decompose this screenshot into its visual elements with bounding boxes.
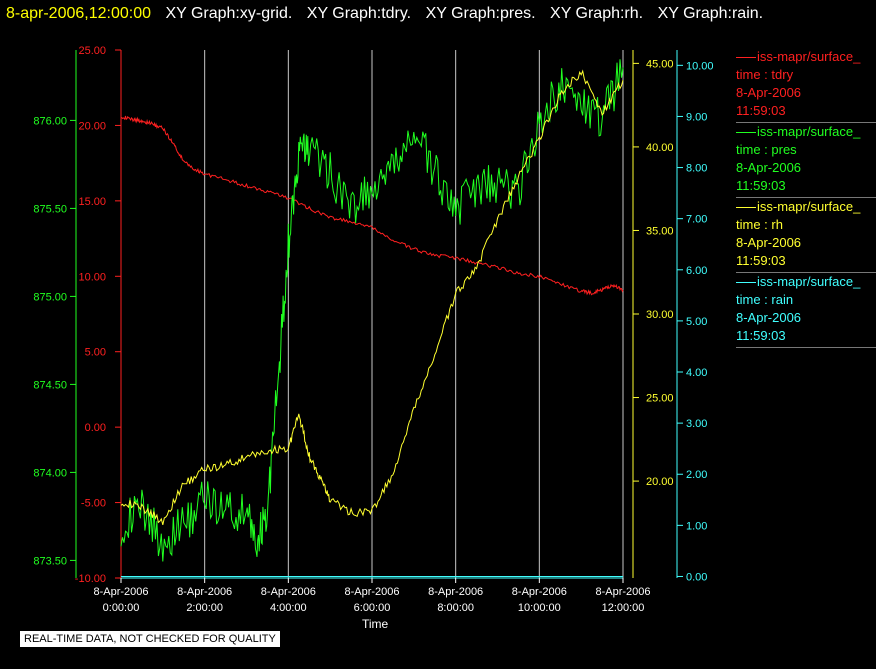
rain-tick-label: 6.00 — [686, 265, 707, 277]
title-bar: 8-apr-2006,12:00:00 XY Graph:xy-grid. XY… — [6, 3, 763, 25]
rain-tick-label: 0.00 — [686, 571, 707, 583]
rain-tick-label: 9.00 — [686, 111, 707, 123]
quality-disclaimer: REAL-TIME DATA, NOT CHECKED FOR QUALITY — [20, 631, 280, 647]
legend-var: time : rh — [736, 217, 783, 232]
rain-tick-label: 4.00 — [686, 367, 707, 379]
legend-date: 8-Apr-2006 — [736, 85, 802, 100]
x-tick-label-time: 4:00:00 — [270, 602, 307, 614]
legend-swatch — [736, 132, 756, 134]
graph-title-tdry: XY Graph:tdry. — [306, 5, 412, 22]
legend-source: iss-mapr/surface_ — [757, 274, 861, 289]
legend-var: time : rain — [736, 292, 794, 307]
rh-tick-label: 45.00 — [646, 58, 674, 70]
pres-tick-label: 874.50 — [33, 379, 67, 391]
pres-tick-label: 876.00 — [33, 115, 67, 127]
chart-axes: 25.00 20.00 15.00 10.00 5.00 0.00 -5.00 -10.00 8… — [33, 45, 713, 585]
series-line-tdry — [120, 115, 624, 296]
legend-swatch — [736, 282, 756, 284]
chart-grid — [121, 50, 624, 579]
legend-time: 11:59:03 — [736, 103, 786, 118]
graph-title-rain: XY Graph:rain. — [657, 5, 764, 22]
rain-tick-label: 7.00 — [686, 214, 707, 226]
legend-time: 11:59:03 — [736, 178, 786, 193]
rh-tick-label: 20.00 — [646, 476, 674, 488]
graph-title-xy-grid: XY Graph:xy-grid. — [165, 5, 293, 22]
x-axis-label: Time — [362, 617, 389, 631]
tdry-tick-label: 10.00 — [78, 271, 106, 283]
legend-entry-rh[interactable]: iss-mapr/surface_ time : rh 8-Apr-2006 1… — [736, 198, 876, 273]
tdry-tick-label: 0.00 — [85, 422, 106, 434]
rh-tick-label: 35.00 — [646, 225, 674, 237]
x-tick-label-date: 8-Apr-2006 — [93, 586, 148, 598]
pres-tick-label: 875.50 — [33, 203, 67, 215]
x-tick-label-time: 10:00:00 — [518, 602, 561, 614]
x-tick-label-date: 8-Apr-2006 — [177, 586, 232, 598]
legend-var: time : tdry — [736, 67, 794, 82]
legend-entry-rain[interactable]: iss-mapr/surface_ time : rain 8-Apr-2006… — [736, 273, 876, 348]
x-axis: 8-Apr-2006 0:00:00 8-Apr-2006 2:00:00 8-Apr-… — [93, 578, 651, 614]
x-tick-label-date: 8-Apr-2006 — [428, 586, 483, 598]
legend-date: 8-Apr-2006 — [736, 235, 802, 250]
legend-time: 11:59:03 — [736, 253, 786, 268]
rain-tick-label: 1.00 — [686, 520, 707, 532]
legend-entry-tdry[interactable]: iss-mapr/surface_ time : tdry 8-Apr-2006… — [736, 48, 876, 123]
graph-title-rh: XY Graph:rh. — [550, 5, 644, 22]
rain-tick-label: 2.00 — [686, 469, 707, 481]
x-tick-label-time: 12:00:00 — [602, 602, 645, 614]
rain-tick-label: 8.00 — [686, 163, 707, 175]
tdry-tick-label: 25.00 — [78, 45, 106, 57]
legend-entry-pres[interactable]: iss-mapr/surface_ time : pres 8-Apr-2006… — [736, 123, 876, 198]
x-tick-label-date: 8-Apr-2006 — [344, 586, 399, 598]
rain-tick-label: 3.00 — [686, 418, 707, 430]
x-tick-label-date: 8-Apr-2006 — [512, 586, 567, 598]
legend-source: iss-mapr/surface_ — [757, 49, 861, 64]
rain-tick-label: 5.00 — [686, 316, 707, 328]
legend-time: 11:59:03 — [736, 328, 786, 343]
pres-tick-label: 874.00 — [33, 467, 67, 479]
legend-swatch — [736, 207, 756, 209]
x-tick-label-date: 8-Apr-2006 — [595, 586, 650, 598]
pres-tick-label: 873.50 — [33, 555, 67, 567]
graph-title-pres: XY Graph:pres. — [425, 5, 536, 22]
legend-source: iss-mapr/surface_ — [757, 124, 861, 139]
rh-tick-label: 30.00 — [646, 309, 674, 321]
legend-date: 8-Apr-2006 — [736, 310, 802, 325]
chart-series — [120, 59, 624, 577]
x-tick-label-time: 6:00:00 — [354, 602, 391, 614]
tdry-tick-label: 20.00 — [78, 120, 106, 132]
x-tick-label-time: 2:00:00 — [186, 602, 223, 614]
series-line-rh — [120, 69, 624, 526]
legend-swatch — [736, 57, 756, 59]
pres-tick-label: 875.00 — [33, 291, 67, 303]
current-datetime: 8-apr-2006,12:00:00 — [6, 5, 151, 22]
x-tick-label-time: 8:00:00 — [437, 602, 474, 614]
legend-date: 8-Apr-2006 — [736, 160, 802, 175]
legend-var: time : pres — [736, 142, 797, 157]
tdry-tick-label: 15.00 — [78, 196, 106, 208]
rh-tick-label: 40.00 — [646, 142, 674, 154]
tdry-tick-label: 5.00 — [85, 347, 106, 359]
x-tick-label-time: 0:00:00 — [103, 602, 140, 614]
legend-source: iss-mapr/surface_ — [757, 199, 861, 214]
rh-tick-label: 25.00 — [646, 393, 674, 405]
rain-tick-label: 10.00 — [686, 60, 714, 72]
series-line-pres — [120, 59, 624, 562]
chart-legend: iss-mapr/surface_ time : tdry 8-Apr-2006… — [736, 48, 876, 348]
tdry-tick-label: -10.00 — [75, 573, 106, 585]
x-tick-label-date: 8-Apr-2006 — [261, 586, 316, 598]
tdry-tick-label: -5.00 — [81, 498, 106, 510]
